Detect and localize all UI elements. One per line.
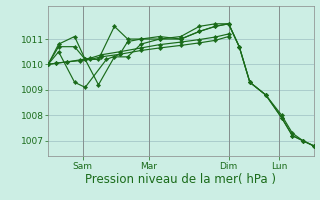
X-axis label: Pression niveau de la mer( hPa ): Pression niveau de la mer( hPa ) <box>85 173 276 186</box>
